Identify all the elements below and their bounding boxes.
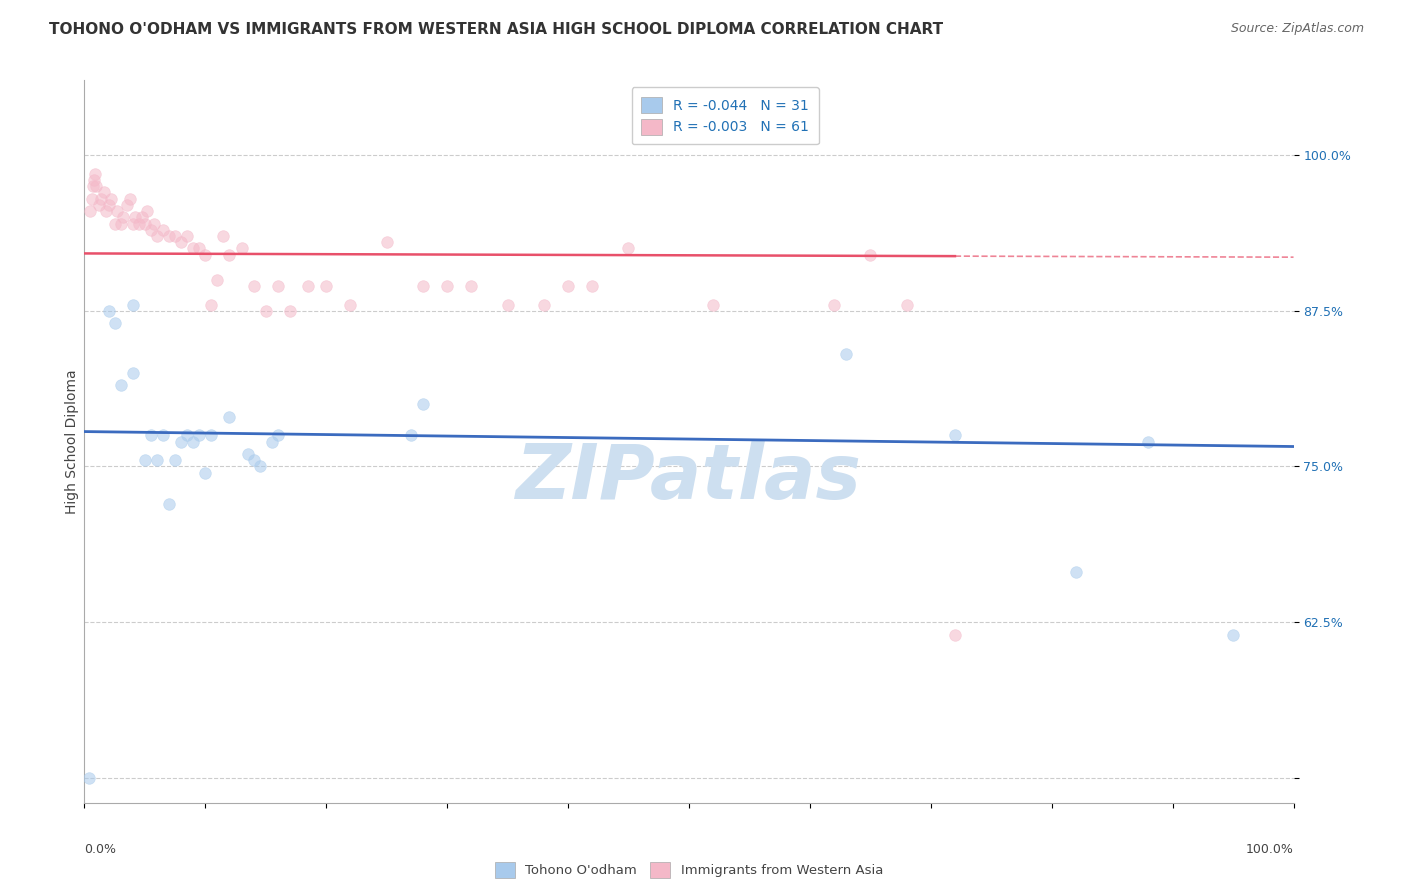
Point [496,297,519,311]
Point [165,453,187,467]
Point [97,303,120,318]
Point [267,428,290,442]
Point [200,428,222,442]
Point [260,434,283,449]
Point [176,229,198,244]
Point [143,217,166,231]
Point [110,378,132,392]
Y-axis label: High School Diploma: High School Diploma [65,369,79,514]
Point [112,211,135,225]
Point [79,204,101,219]
Point [557,278,579,293]
Point [136,204,159,219]
Point [110,217,132,231]
Point [146,229,169,244]
Point [104,316,127,330]
Point [152,223,174,237]
Point [165,229,187,244]
Point [231,242,253,256]
Point [181,242,204,256]
Point [207,272,229,286]
Point [134,453,156,467]
Point [80,192,103,206]
Point [412,397,434,411]
Point [121,217,143,231]
Point [436,278,458,293]
Point [943,428,966,442]
Point [131,211,153,225]
Point [218,248,240,262]
Point [1064,566,1087,580]
Point [100,192,122,206]
Point [533,297,555,311]
Point [176,428,198,442]
Point [254,303,277,318]
Point [83,173,105,187]
Point [82,179,104,194]
Point [87,198,110,212]
Point [1222,627,1244,641]
Point [835,347,858,361]
Point [84,167,107,181]
Point [97,198,120,212]
Point [859,248,882,262]
Point [278,303,301,318]
Point [128,217,150,231]
Point [581,278,603,293]
Point [236,447,259,461]
Text: TOHONO O'ODHAM VS IMMIGRANTS FROM WESTERN ASIA HIGH SCHOOL DIPLOMA CORRELATION C: TOHONO O'ODHAM VS IMMIGRANTS FROM WESTER… [49,22,943,37]
Point [188,428,211,442]
Point [121,366,143,380]
Legend: Tohono O'odham, Immigrants from Western Asia: Tohono O'odham, Immigrants from Western … [489,857,889,883]
Point [105,204,128,219]
Point [399,428,422,442]
Point [170,434,193,449]
Point [157,229,180,244]
Point [90,192,112,206]
Point [617,242,640,256]
Point [460,278,482,293]
Point [194,466,217,480]
Point [170,235,193,250]
Point [339,297,361,311]
Point [146,453,169,467]
Point [242,278,264,293]
Point [86,179,108,194]
Point [200,297,222,311]
Point [315,278,337,293]
Point [120,192,142,206]
Point [249,459,271,474]
Point [1137,434,1160,449]
Point [412,278,434,293]
Point [218,409,240,424]
Point [194,248,217,262]
Point [181,434,204,449]
Point [943,627,966,641]
Point [139,223,162,237]
Point [157,497,180,511]
Point [94,204,117,219]
Text: 100.0%: 100.0% [1246,843,1294,856]
Point [896,297,918,311]
Point [93,186,115,200]
Point [823,297,845,311]
Point [104,217,127,231]
Point [139,428,162,442]
Text: 0.0%: 0.0% [84,843,117,856]
Point [375,235,398,250]
Point [702,297,724,311]
Point [297,278,319,293]
Point [188,242,211,256]
Point [267,278,290,293]
Point [77,771,100,785]
Point [242,453,264,467]
Point [121,297,143,311]
Text: ZIPatlas: ZIPatlas [516,441,862,515]
Point [134,217,156,231]
Point [124,211,146,225]
Point [152,428,174,442]
Text: Source: ZipAtlas.com: Source: ZipAtlas.com [1230,22,1364,36]
Point [115,198,138,212]
Point [212,229,235,244]
